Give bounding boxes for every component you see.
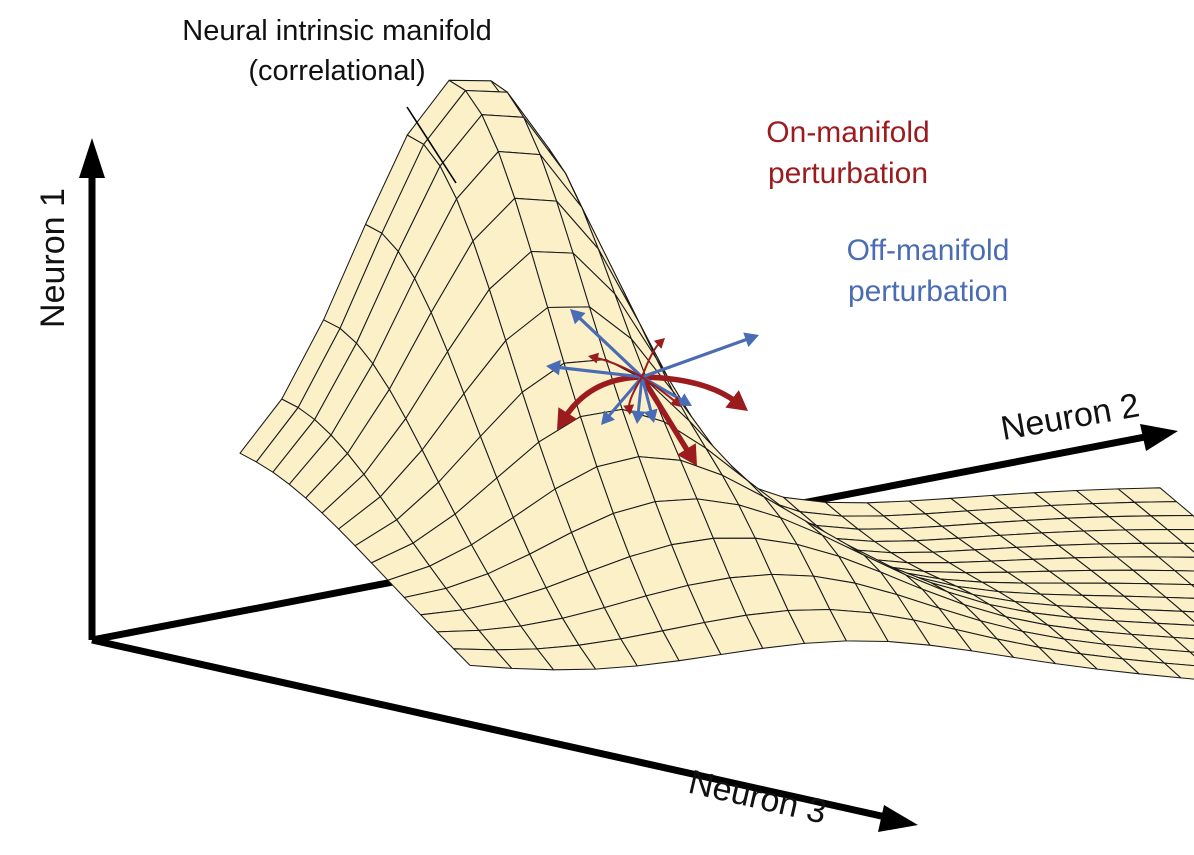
- neuron3-axis-arrowhead: [878, 805, 918, 832]
- off-manifold-label-line2: perturbation: [848, 275, 1008, 308]
- neuron1-axis-label: Neuron 1: [34, 188, 72, 328]
- on-manifold-label-line2: perturbation: [768, 157, 928, 190]
- manifold-label-title: Neural intrinsic manifold: [182, 15, 491, 47]
- manifold-surface: [240, 80, 1194, 692]
- manifold-label-subtitle: (correlational): [248, 55, 425, 87]
- neuron1-axis-arrowhead: [79, 138, 105, 178]
- neuron3-axis-label: Neuron 3: [685, 763, 830, 831]
- on-manifold-arrow-right-thick-head: [725, 390, 748, 411]
- neuron2-axis-arrowhead: [1140, 424, 1178, 451]
- on-manifold-label-line1: On-manifold: [766, 116, 929, 149]
- off-manifold-label-line1: Off-manifold: [847, 234, 1010, 267]
